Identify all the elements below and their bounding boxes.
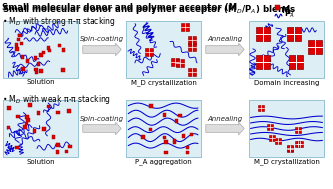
Text: P$_A$: P$_A$ — [284, 7, 295, 20]
Bar — [126, 21, 201, 78]
Bar — [15, 146, 19, 149]
Bar — [42, 51, 45, 54]
Bar — [163, 113, 166, 117]
Bar — [58, 44, 61, 47]
Text: • M$_D$ with strong π-π stacking: • M$_D$ with strong π-π stacking — [2, 15, 116, 28]
Bar — [47, 46, 50, 50]
Bar — [187, 43, 195, 51]
Bar — [28, 103, 32, 107]
Text: Annealing: Annealing — [207, 36, 243, 43]
Bar — [17, 38, 20, 41]
Bar — [15, 47, 19, 51]
Bar — [20, 42, 23, 45]
Bar — [173, 141, 176, 144]
Bar — [33, 129, 36, 133]
Bar — [34, 67, 38, 71]
Bar — [255, 26, 269, 40]
Bar — [68, 145, 72, 148]
Bar — [149, 128, 153, 132]
Bar — [21, 67, 25, 70]
Bar — [3, 21, 78, 78]
Bar — [24, 125, 27, 129]
Bar — [61, 68, 65, 72]
Bar — [308, 40, 322, 54]
Bar — [26, 59, 29, 63]
Bar — [48, 49, 51, 52]
Text: Spin-coating: Spin-coating — [80, 36, 124, 43]
Text: M_D crystallization: M_D crystallization — [131, 80, 196, 86]
Bar — [175, 119, 178, 122]
Text: Domain increasing: Domain increasing — [254, 80, 319, 85]
Text: P_A aggregation: P_A aggregation — [135, 159, 192, 165]
Bar — [62, 48, 65, 52]
Bar — [7, 126, 10, 129]
Bar — [295, 141, 301, 147]
Text: M_D crystallization: M_D crystallization — [253, 159, 319, 165]
Bar — [7, 106, 11, 110]
Bar — [255, 55, 269, 69]
Bar — [15, 43, 18, 46]
Bar — [34, 56, 37, 60]
Bar — [286, 146, 293, 152]
Bar — [249, 21, 324, 78]
Bar — [3, 100, 78, 157]
Bar — [37, 62, 40, 66]
Bar — [67, 109, 71, 113]
Bar — [126, 100, 201, 157]
Bar — [164, 140, 168, 144]
Bar — [275, 138, 281, 144]
Bar — [181, 23, 189, 31]
Bar — [141, 136, 145, 139]
Bar — [56, 150, 59, 154]
Bar — [37, 111, 40, 115]
Bar — [171, 58, 179, 67]
Bar — [164, 151, 168, 154]
Bar — [258, 105, 264, 111]
Bar — [295, 127, 301, 133]
Text: Solution: Solution — [26, 80, 55, 85]
Bar — [39, 53, 43, 57]
Bar — [297, 141, 303, 147]
Bar — [287, 26, 301, 40]
Bar — [249, 100, 324, 157]
Bar — [16, 115, 20, 119]
Text: Small molecular donor and polymer acceptor (M: Small molecular donor and polymer accept… — [2, 3, 237, 12]
Bar — [163, 136, 166, 139]
Bar — [25, 122, 28, 125]
Bar — [275, 5, 279, 9]
Bar — [65, 150, 68, 153]
Bar — [35, 71, 38, 74]
Bar — [52, 135, 55, 139]
Bar — [25, 115, 29, 119]
Bar — [39, 69, 43, 73]
Text: Solution: Solution — [26, 159, 55, 164]
Bar — [185, 151, 189, 154]
Bar — [181, 135, 185, 138]
Bar — [56, 143, 60, 147]
Bar — [287, 145, 293, 151]
Text: Small molecular donor and polymer acceptor (M$_D$/P$_A$) blends: Small molecular donor and polymer accept… — [2, 3, 296, 16]
Bar — [27, 118, 30, 122]
Bar — [185, 146, 189, 149]
Bar — [18, 34, 22, 37]
Text: M$_D$: M$_D$ — [281, 5, 295, 17]
Bar — [267, 124, 273, 130]
Bar — [56, 111, 60, 114]
Bar — [173, 139, 176, 142]
Bar — [268, 135, 274, 141]
Bar — [188, 36, 196, 44]
Bar — [21, 55, 24, 59]
Bar — [150, 104, 153, 108]
Bar — [178, 114, 181, 117]
Text: Spin-coating: Spin-coating — [80, 115, 124, 122]
Bar — [47, 105, 50, 108]
Bar — [190, 133, 193, 136]
Text: Annealing: Annealing — [207, 115, 243, 122]
Text: • M$_D$ with weak π-π stacking: • M$_D$ with weak π-π stacking — [2, 93, 111, 106]
Bar — [145, 48, 153, 57]
Bar — [188, 68, 196, 76]
Bar — [288, 55, 302, 69]
Bar — [42, 127, 46, 131]
Bar — [176, 59, 184, 67]
